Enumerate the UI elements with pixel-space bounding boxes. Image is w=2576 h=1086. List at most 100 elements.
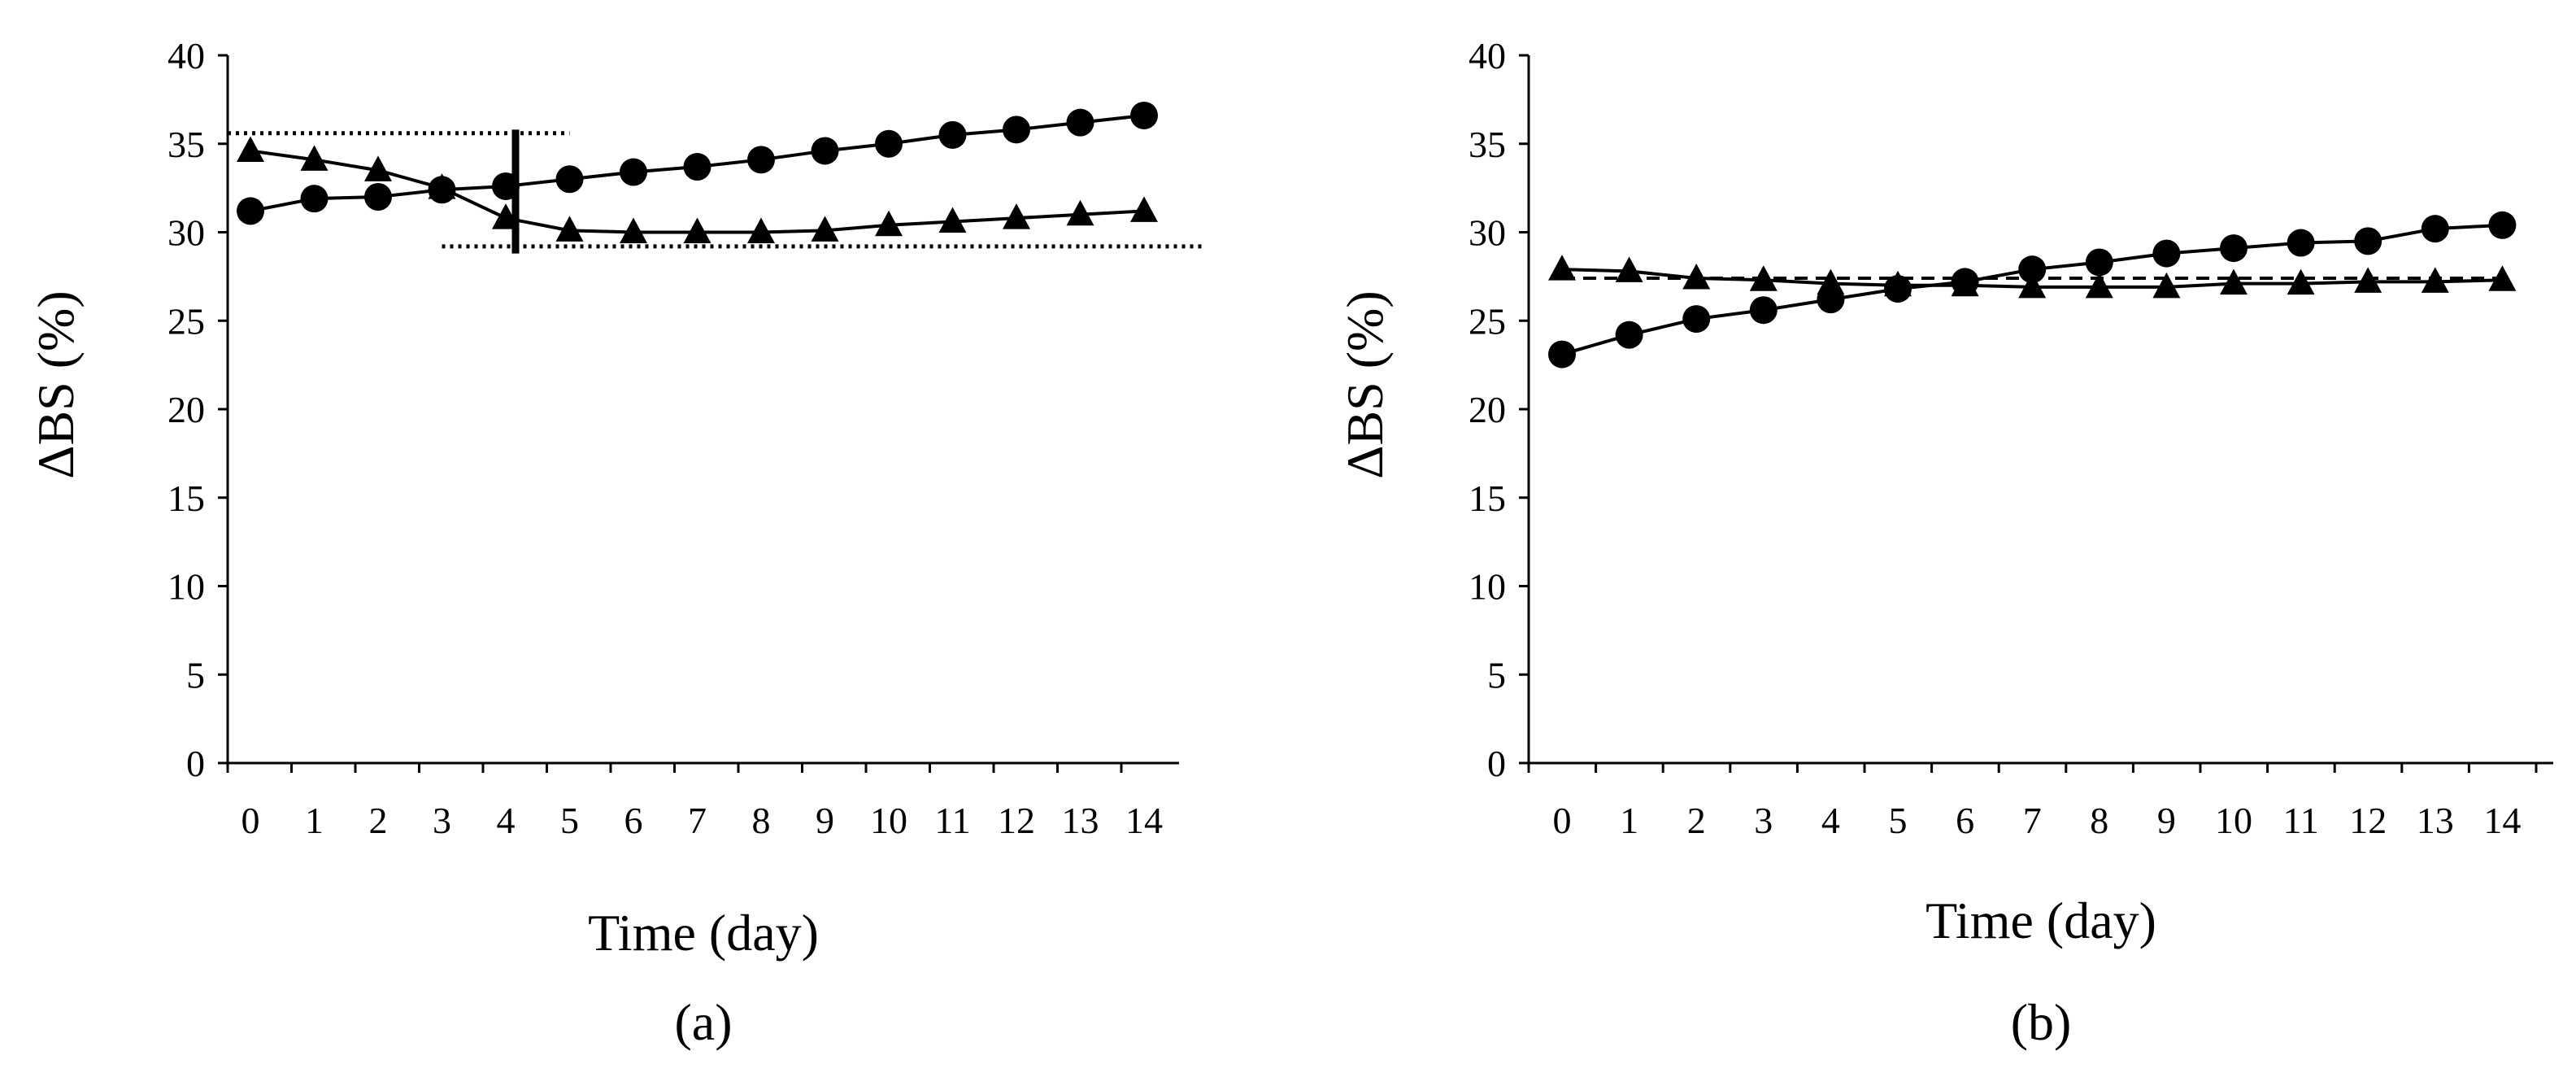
b-y-tick-label: 30: [1469, 212, 1506, 254]
a-panel-label: (a): [674, 993, 732, 1051]
a-triangle-point: [428, 173, 456, 199]
a-y-tick-label: 25: [168, 300, 205, 342]
a-x-tick-label: 4: [497, 800, 516, 841]
b-y-tick-label: 25: [1469, 300, 1506, 342]
b-x-tick-label: 0: [1553, 800, 1572, 841]
b-triangle-point: [1548, 255, 1576, 281]
b-x-tick-label: 12: [2349, 800, 2387, 841]
b-triangle-point: [2488, 265, 2517, 291]
b-circle-point: [2421, 215, 2449, 243]
b-x-tick-label: 14: [2483, 800, 2521, 841]
a-circle-point: [364, 183, 392, 211]
b-triangle-point: [1682, 264, 1711, 290]
a-triangle-point: [811, 216, 839, 242]
b-circle-point: [1682, 305, 1711, 334]
b-y-tick-label: 35: [1469, 124, 1506, 165]
b-x-tick-label: 4: [1821, 800, 1840, 841]
a-x-tick-label: 3: [433, 800, 451, 841]
b-panel-label: (b): [2011, 993, 2072, 1051]
a-y-tick-label: 0: [186, 743, 205, 784]
a-y-axis-label: ΔBS (%): [27, 290, 85, 478]
b-triangle-point: [2152, 272, 2181, 299]
a-y-tick-label: 30: [168, 212, 205, 254]
b-x-tick-label: 10: [2215, 800, 2252, 841]
a-circle-point: [811, 137, 839, 165]
a-circle-point: [683, 153, 711, 181]
b-triangle-point: [2354, 267, 2382, 293]
a-circle-point: [237, 197, 264, 225]
a-triangle-point: [300, 145, 329, 171]
b-circle-point: [1615, 321, 1643, 349]
b-x-tick-label: 9: [2157, 800, 2176, 841]
b-circle-point: [2085, 248, 2113, 277]
b-circle-point: [2152, 239, 2181, 268]
a-x-tick-label: 13: [1062, 800, 1099, 841]
a-x-tick-label: 12: [998, 800, 1035, 841]
a-triangle-point: [620, 217, 647, 243]
b-x-tick-label: 5: [1889, 800, 1908, 841]
a-circle-point: [938, 120, 967, 149]
a-x-tick-label: 14: [1125, 800, 1163, 841]
a-x-tick-label: 10: [870, 800, 907, 841]
b-y-tick-label: 20: [1469, 389, 1506, 430]
a-y-tick-label: 35: [168, 124, 205, 165]
b-triangle-point: [1749, 265, 1778, 291]
b-x-tick-label: 13: [2417, 800, 2454, 841]
b-y-tick-label: 0: [1487, 743, 1506, 784]
b-circle-point: [2354, 227, 2382, 255]
b-y-tick-label: 5: [1487, 654, 1506, 696]
a-circle-point: [300, 185, 329, 213]
a-triangle-point: [683, 217, 711, 243]
a-x-tick-label: 0: [242, 800, 260, 841]
a-x-tick-label: 9: [816, 800, 834, 841]
b-x-tick-label: 1: [1620, 800, 1638, 841]
a-x-tick-label: 6: [624, 800, 643, 841]
b-triangle-point: [2421, 267, 2449, 293]
b-circle-point: [2018, 255, 2047, 284]
b-x-tick-label: 3: [1754, 800, 1773, 841]
a-triangle-point: [1130, 196, 1158, 222]
a-triangle-point: [1003, 203, 1030, 229]
a-y-tick-label: 20: [168, 389, 205, 430]
a-triangle-point: [555, 216, 584, 242]
a-circle-point: [492, 172, 520, 200]
a-x-tick-label: 7: [688, 800, 707, 841]
b-x-tick-label: 11: [2282, 800, 2318, 841]
a-circle-point: [620, 158, 647, 186]
b-x-tick-label: 2: [1687, 800, 1706, 841]
a-circle-point: [1066, 108, 1094, 137]
b-circle-point: [2488, 211, 2517, 239]
b-triangle-point: [1817, 268, 1845, 295]
a-triangle-point: [747, 217, 775, 243]
a-x-tick-label: 2: [369, 800, 388, 841]
a-triangle-point: [875, 210, 903, 237]
a-x-tick-label: 8: [752, 800, 771, 841]
a-circle-point: [1130, 101, 1158, 129]
a-triangle-point: [1066, 199, 1094, 226]
b-circle-point: [1749, 296, 1778, 325]
a-circle-point: [1003, 116, 1030, 144]
a-y-tick-label: 40: [168, 35, 205, 76]
b-x-tick-label: 6: [1956, 800, 1974, 841]
b-y-tick-label: 40: [1469, 35, 1506, 76]
a-triangle-point: [364, 155, 392, 181]
b-circle-point: [2220, 234, 2247, 263]
a-x-axis-label: Time (day): [588, 904, 819, 962]
a-x-tick-label: 11: [934, 800, 970, 841]
a-x-tick-label: 5: [560, 800, 579, 841]
a-x-tick-label: 1: [305, 800, 324, 841]
b-triangle-point: [1615, 256, 1643, 282]
b-x-tick-label: 8: [2090, 800, 2108, 841]
b-y-axis-label: ΔBS (%): [1336, 290, 1394, 478]
b-y-tick-label: 10: [1469, 566, 1506, 608]
a-circle-point: [555, 165, 584, 194]
a-y-tick-label: 10: [168, 566, 205, 608]
a-circle-point: [747, 146, 775, 174]
b-triangle-point: [2220, 268, 2247, 295]
b-circle-point: [2287, 229, 2315, 257]
a-y-tick-label: 15: [168, 478, 205, 519]
b-x-tick-label: 7: [2023, 800, 2042, 841]
a-triangle-point: [938, 207, 967, 233]
